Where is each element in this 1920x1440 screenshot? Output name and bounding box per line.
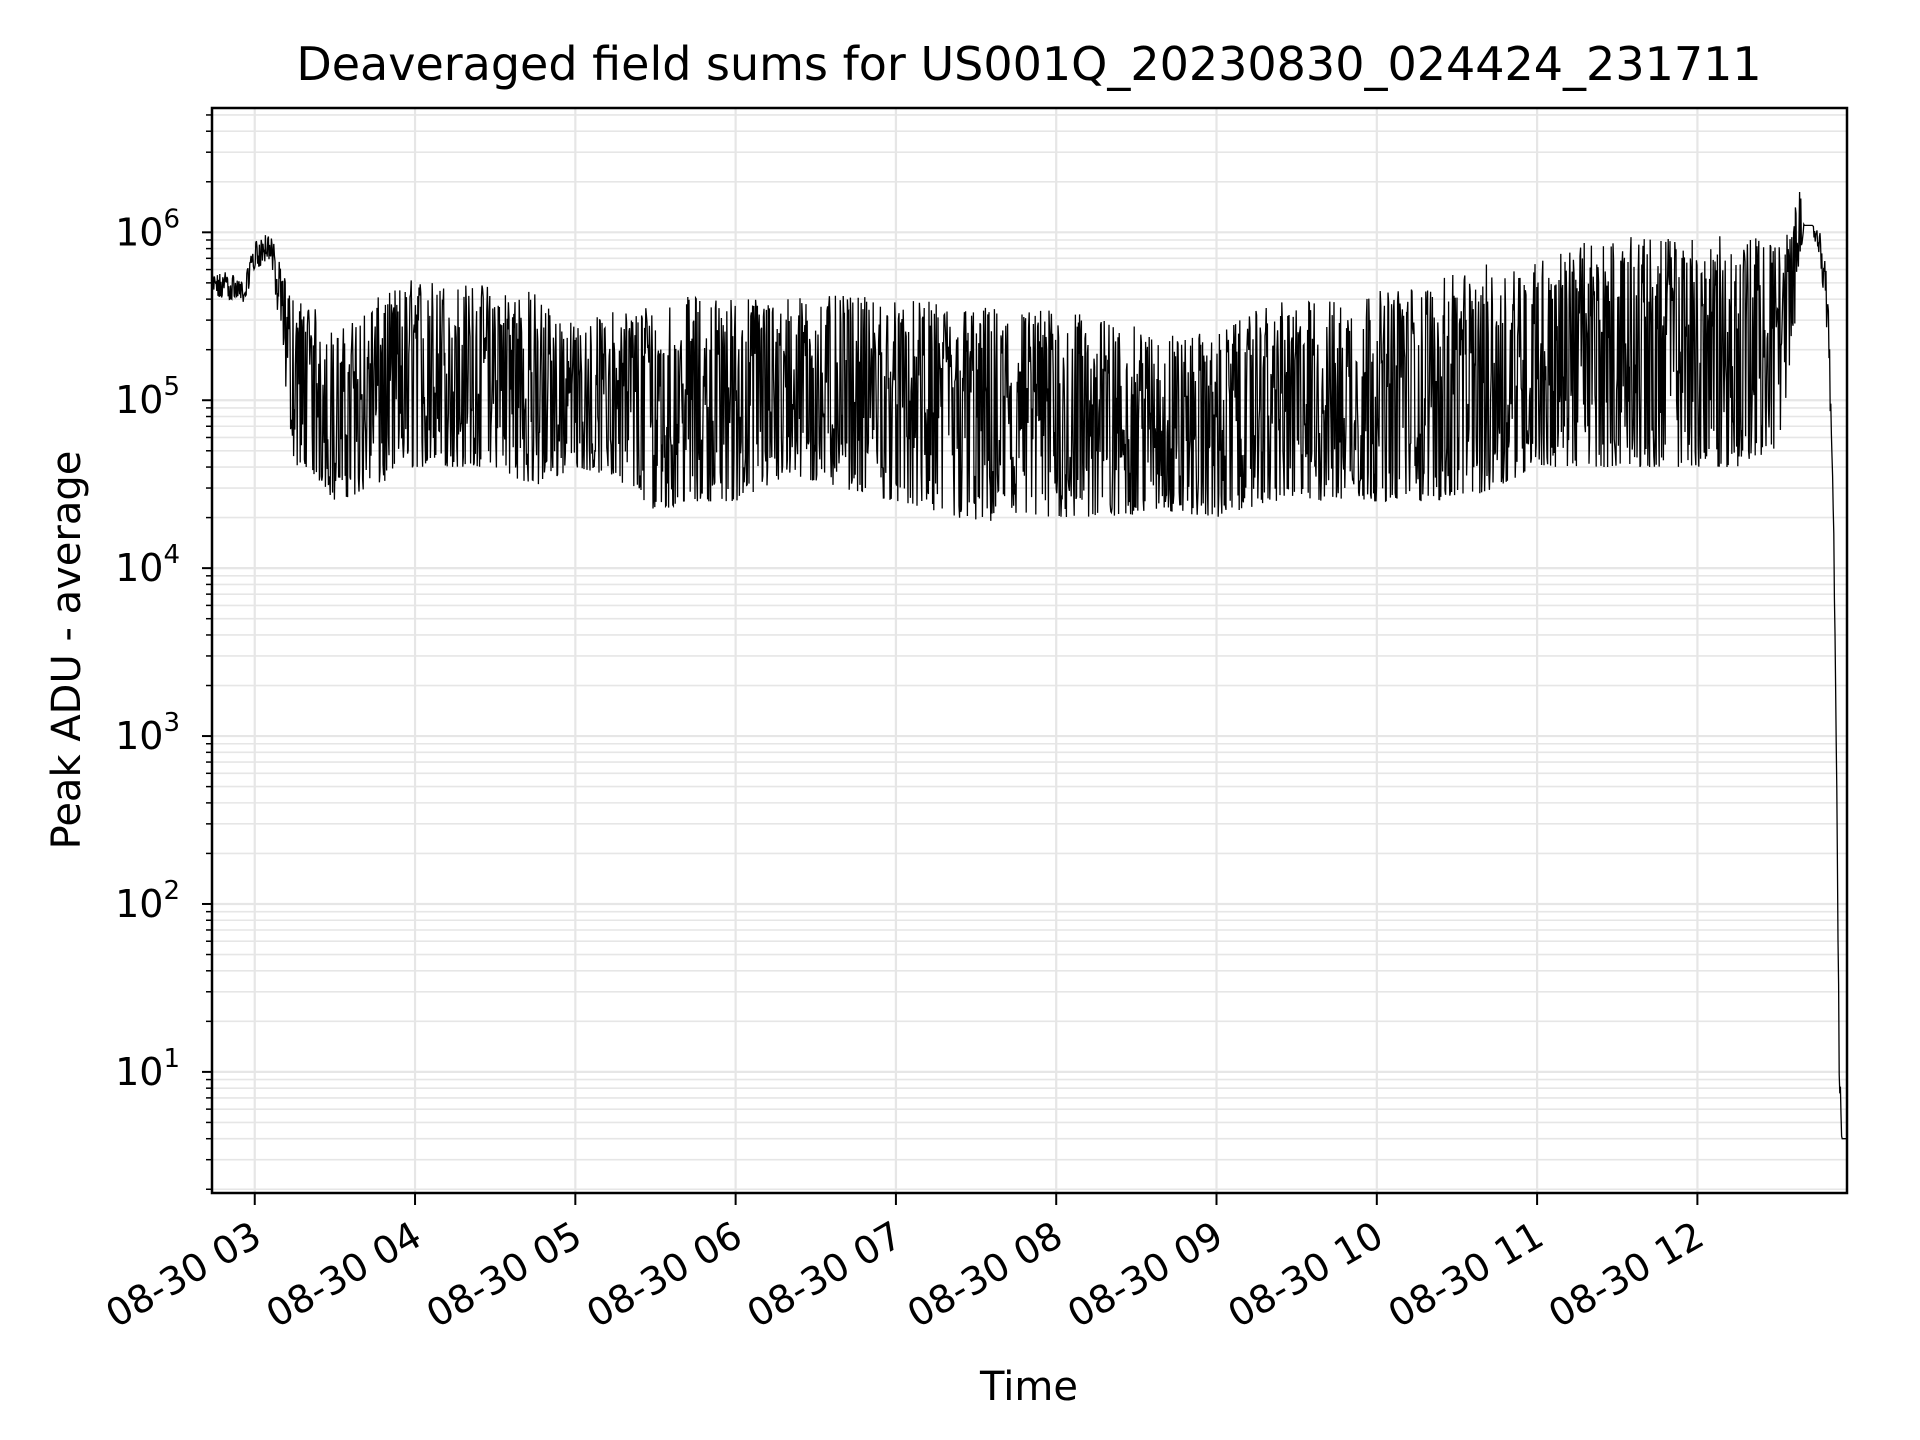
x-tick-label: 08-30 05 <box>419 1213 589 1337</box>
chart-title: Deaveraged field sums for US001Q_2023083… <box>296 37 1761 91</box>
x-axis-label: Time <box>979 1364 1078 1410</box>
y-tick-label: 106 <box>115 204 180 254</box>
x-tick-label: 08-30 12 <box>1541 1213 1711 1337</box>
y-tick-label-base: 10 <box>115 882 163 926</box>
y-tick-label-exponent: 2 <box>163 876 180 906</box>
y-tick-label-exponent: 5 <box>163 372 180 402</box>
grid-lines <box>212 108 1847 1193</box>
x-tick-label: 08-30 09 <box>1060 1213 1230 1337</box>
x-tick-label: 08-30 03 <box>98 1213 268 1337</box>
y-tick-label-base: 10 <box>115 714 163 758</box>
plot-frame <box>210 106 1849 1195</box>
y-tick-label: 102 <box>115 876 180 926</box>
y-tick-label: 105 <box>115 372 180 422</box>
y-tick-label-base: 10 <box>115 210 163 254</box>
y-tick-label-exponent: 3 <box>163 708 180 738</box>
y-axis-label: Peak ADU - average <box>44 451 90 850</box>
x-tick-label: 08-30 08 <box>900 1213 1070 1337</box>
y-tick-label-exponent: 6 <box>163 204 180 234</box>
x-tick-label: 08-30 04 <box>259 1213 429 1337</box>
x-tick-label: 08-30 07 <box>740 1213 910 1337</box>
x-tick-label: 08-30 11 <box>1381 1213 1551 1337</box>
y-tick-label-base: 10 <box>115 378 163 422</box>
y-tick-label: 104 <box>115 540 180 590</box>
y-tick-label-exponent: 4 <box>163 540 180 570</box>
y-tick-label-exponent: 1 <box>163 1044 180 1074</box>
y-tick-label-base: 10 <box>115 1050 163 1094</box>
x-tick-label: 08-30 10 <box>1220 1213 1390 1337</box>
series-trace <box>211 191 1847 1140</box>
y-tick-label: 103 <box>115 708 180 758</box>
y-tick-label-base: 10 <box>115 546 163 590</box>
y-tick-label: 101 <box>115 1044 180 1094</box>
series-line <box>211 191 1847 1140</box>
x-tick-label: 08-30 06 <box>579 1213 749 1337</box>
